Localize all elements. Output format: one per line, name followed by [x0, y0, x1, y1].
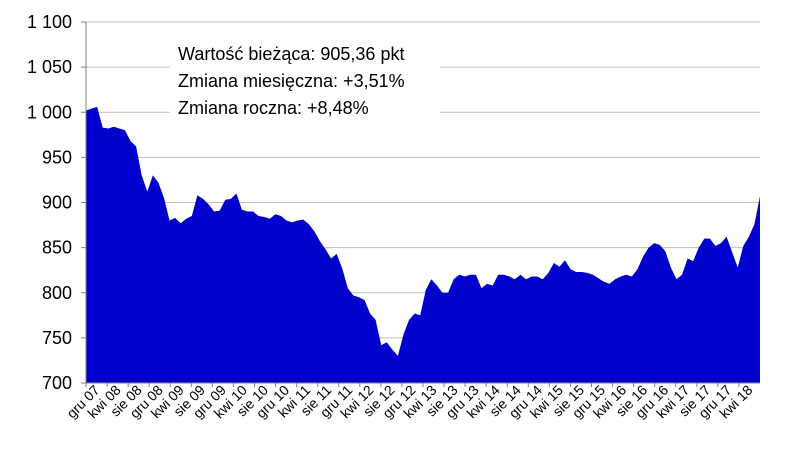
annotation-monthly-change: Zmiana miesięczna: +3,51% [178, 71, 405, 91]
y-tick-label: 1 050 [27, 57, 72, 77]
area-series [86, 106, 760, 383]
annotation-box: Wartość bieżąca: 905,36 pkt Zmiana miesi… [170, 38, 440, 124]
y-tick-label: 800 [42, 283, 72, 303]
annotation-background [170, 38, 440, 124]
y-tick-label: 950 [42, 147, 72, 167]
y-axis: 1 100 1 050 1 000 950 900 850 800 750 700 [27, 12, 87, 393]
y-tick-label: 1 000 [27, 102, 72, 122]
annotation-current-value: Wartość bieżąca: 905,36 pkt [178, 44, 404, 64]
area-fill [86, 106, 760, 383]
y-tick-label: 850 [42, 238, 72, 258]
y-tick-label: 900 [42, 193, 72, 213]
y-tick-label: 1 100 [27, 12, 72, 32]
y-tick-label: 700 [42, 373, 72, 393]
annotation-yearly-change: Zmiana roczna: +8,48% [178, 98, 369, 118]
y-tick-label: 750 [42, 328, 72, 348]
